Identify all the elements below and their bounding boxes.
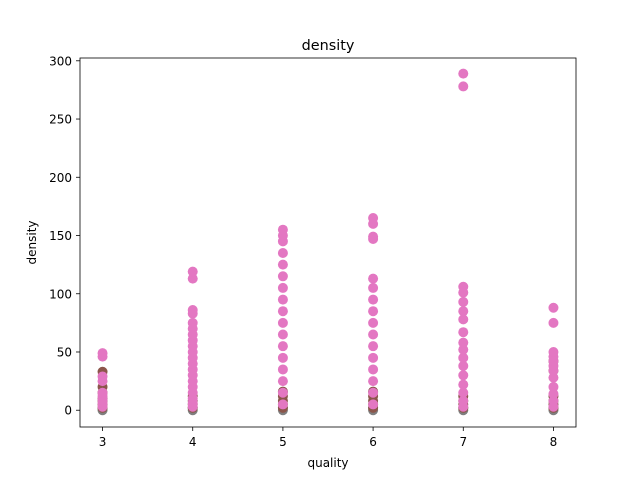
data-point [458, 337, 469, 348]
data-point [187, 305, 198, 316]
data-point [277, 399, 288, 410]
data-point [368, 399, 379, 410]
data-point [97, 348, 108, 359]
data-point [548, 372, 559, 383]
x-tick-label: 7 [459, 435, 467, 449]
data-point [368, 213, 379, 224]
data-point [277, 247, 288, 258]
x-tick-label: 3 [99, 435, 107, 449]
data-point [368, 294, 379, 305]
data-point [277, 387, 288, 398]
data-point [368, 273, 379, 284]
series-2 [97, 68, 559, 412]
data-point [277, 271, 288, 282]
data-point [458, 344, 469, 355]
data-point [277, 294, 288, 305]
data-point [368, 282, 379, 293]
y-tick-label: 300 [49, 54, 72, 68]
data-point [187, 273, 198, 284]
x-tick-label: 5 [279, 435, 287, 449]
series-1 [97, 356, 559, 413]
data-point [187, 266, 198, 277]
data-point [368, 306, 379, 317]
data-point [368, 376, 379, 387]
y-tick-label: 150 [49, 229, 72, 243]
data-point [368, 317, 379, 328]
x-axis-label: quality [307, 456, 348, 470]
data-point [277, 224, 288, 235]
data-point [368, 364, 379, 375]
data-point [277, 282, 288, 293]
data-point [548, 346, 559, 357]
data-point [277, 341, 288, 352]
data-point [368, 352, 379, 363]
data-point [458, 68, 469, 79]
data-point [97, 371, 108, 382]
data-point [368, 329, 379, 340]
data-point [368, 341, 379, 352]
plot-frame [79, 57, 577, 428]
data-point [277, 376, 288, 387]
y-tick-label: 100 [49, 287, 72, 301]
data-point [458, 314, 469, 325]
data-point [277, 259, 288, 270]
data-point [548, 395, 559, 406]
y-tick-label: 200 [49, 171, 72, 185]
data-point [97, 387, 108, 398]
y-tick-label: 250 [49, 113, 72, 127]
data-point [458, 327, 469, 338]
data-point [458, 352, 469, 363]
data-point [548, 388, 559, 399]
series-0 [97, 402, 559, 416]
data-point [548, 302, 559, 313]
data-point [458, 296, 469, 307]
data-point [277, 317, 288, 328]
data-point [548, 381, 559, 392]
data-point [458, 395, 469, 406]
x-axis: 3 4 5 6 7 8 [99, 427, 558, 449]
y-tick-label: 0 [64, 404, 72, 418]
data-point [187, 317, 198, 328]
data-point [458, 360, 469, 371]
points-layer [97, 68, 559, 416]
data-point [368, 387, 379, 398]
data-point [277, 364, 288, 375]
chart-title: density [302, 38, 355, 54]
data-point [458, 370, 469, 381]
data-point [458, 387, 469, 398]
data-point [277, 329, 288, 340]
data-point [548, 317, 559, 328]
x-tick-label: 4 [189, 435, 197, 449]
y-axis-label: density [25, 221, 39, 265]
y-axis: 0 50 100 150 200 250 300 [49, 54, 80, 418]
data-point [458, 379, 469, 390]
data-point [458, 81, 469, 92]
x-tick-label: 6 [369, 435, 377, 449]
data-point [277, 306, 288, 317]
data-point [458, 281, 469, 292]
data-point [277, 352, 288, 363]
data-point [458, 306, 469, 317]
x-tick-label: 8 [550, 435, 558, 449]
data-point [368, 231, 379, 242]
y-tick-label: 50 [57, 345, 72, 359]
